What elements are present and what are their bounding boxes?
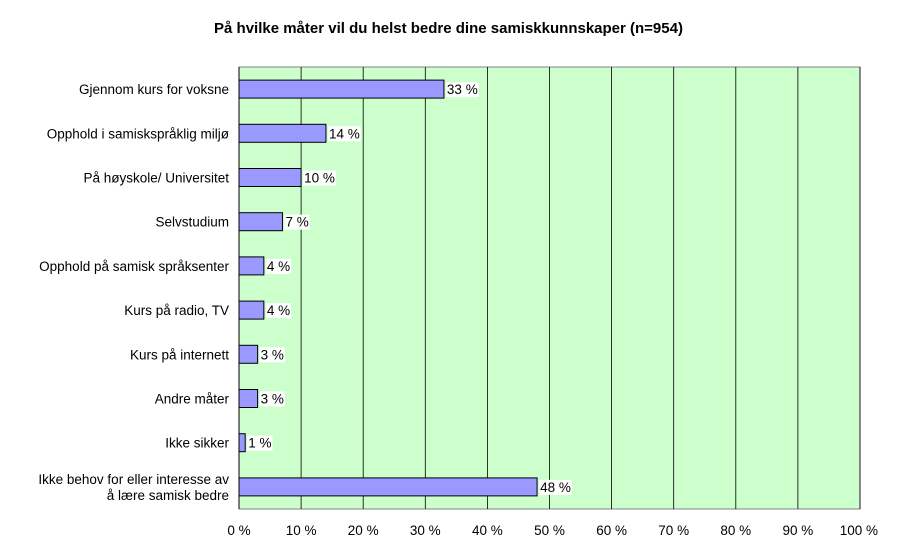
bar — [238, 344, 259, 364]
data-label-background — [259, 347, 285, 363]
data-label-background — [265, 258, 292, 274]
data-label-background — [265, 303, 292, 319]
x-tick-label: 100 % — [840, 523, 878, 538]
chart-title: På hvilke måter vil du helst bedre dine … — [214, 20, 683, 37]
data-label-background — [445, 82, 479, 98]
bar — [238, 212, 283, 232]
x-tick-label: 70 % — [658, 523, 689, 538]
x-tick-label: 50 % — [534, 523, 565, 538]
bar — [238, 168, 302, 187]
data-label: 7 % — [285, 215, 308, 230]
data-label: 33 % — [447, 82, 478, 97]
category-label: Opphold i samiskspråklig miljø — [47, 126, 229, 141]
x-tick-label: 30 % — [410, 523, 441, 538]
data-labels: 33 % 14 % 10 % 7 % 4 % 4 % 3 % 3 % 1 % 48 % — [247, 82, 572, 495]
data-label: 4 % — [267, 259, 290, 274]
data-label-background — [247, 435, 273, 451]
data-label: 3 % — [261, 392, 284, 407]
bar — [238, 389, 259, 408]
data-label: 3 % — [261, 347, 284, 362]
data-label: 10 % — [304, 171, 335, 186]
bars — [238, 79, 538, 497]
data-label: 48 % — [540, 480, 571, 495]
grid-lines — [238, 67, 861, 509]
category-label: Andre måter — [155, 392, 230, 407]
category-labels: Gjennom kurs for voksne Opphold i samisks… — [38, 82, 229, 503]
category-label: Kurs på radio, TV — [124, 303, 229, 318]
category-label: Selvstudium — [155, 215, 229, 230]
x-tick-label: 20 % — [348, 523, 379, 538]
data-label-background — [259, 391, 285, 407]
category-label: Kurs på internett — [130, 347, 229, 362]
bar — [238, 256, 265, 276]
data-label: 1 % — [248, 436, 271, 451]
x-tick-label: 10 % — [286, 523, 317, 538]
bar — [238, 123, 327, 143]
category-label: Ikke behov for eller interesse av — [38, 472, 229, 487]
category-label: Opphold på samisk språksenter — [39, 259, 229, 274]
x-tick-label: 40 % — [472, 523, 503, 538]
bar — [238, 79, 445, 99]
data-label: 4 % — [267, 303, 290, 318]
x-tick-label: 90 % — [783, 523, 814, 538]
x-tick-label: 0 % — [227, 523, 250, 538]
bar — [238, 300, 265, 320]
bar — [238, 433, 246, 453]
category-label: På høyskole/ Universitet — [83, 171, 229, 186]
data-label-background — [539, 479, 572, 495]
x-tick-labels: 0 % 10 % 20 % 30 % 40 % 50 % 60 % 70 % 80 % 90 % 1… — [227, 523, 878, 538]
data-label-background — [303, 170, 336, 186]
data-label-background — [284, 214, 310, 230]
data-label-background — [327, 126, 361, 142]
x-tick-label: 80 % — [720, 523, 751, 538]
data-label: 14 % — [329, 126, 360, 141]
bar — [238, 477, 538, 497]
category-label: Gjennom kurs for voksne — [79, 82, 229, 97]
x-tick-label: 60 % — [596, 523, 627, 538]
category-label: å lære samisk bedre — [107, 488, 229, 503]
category-label: Ikke sikker — [165, 436, 229, 451]
